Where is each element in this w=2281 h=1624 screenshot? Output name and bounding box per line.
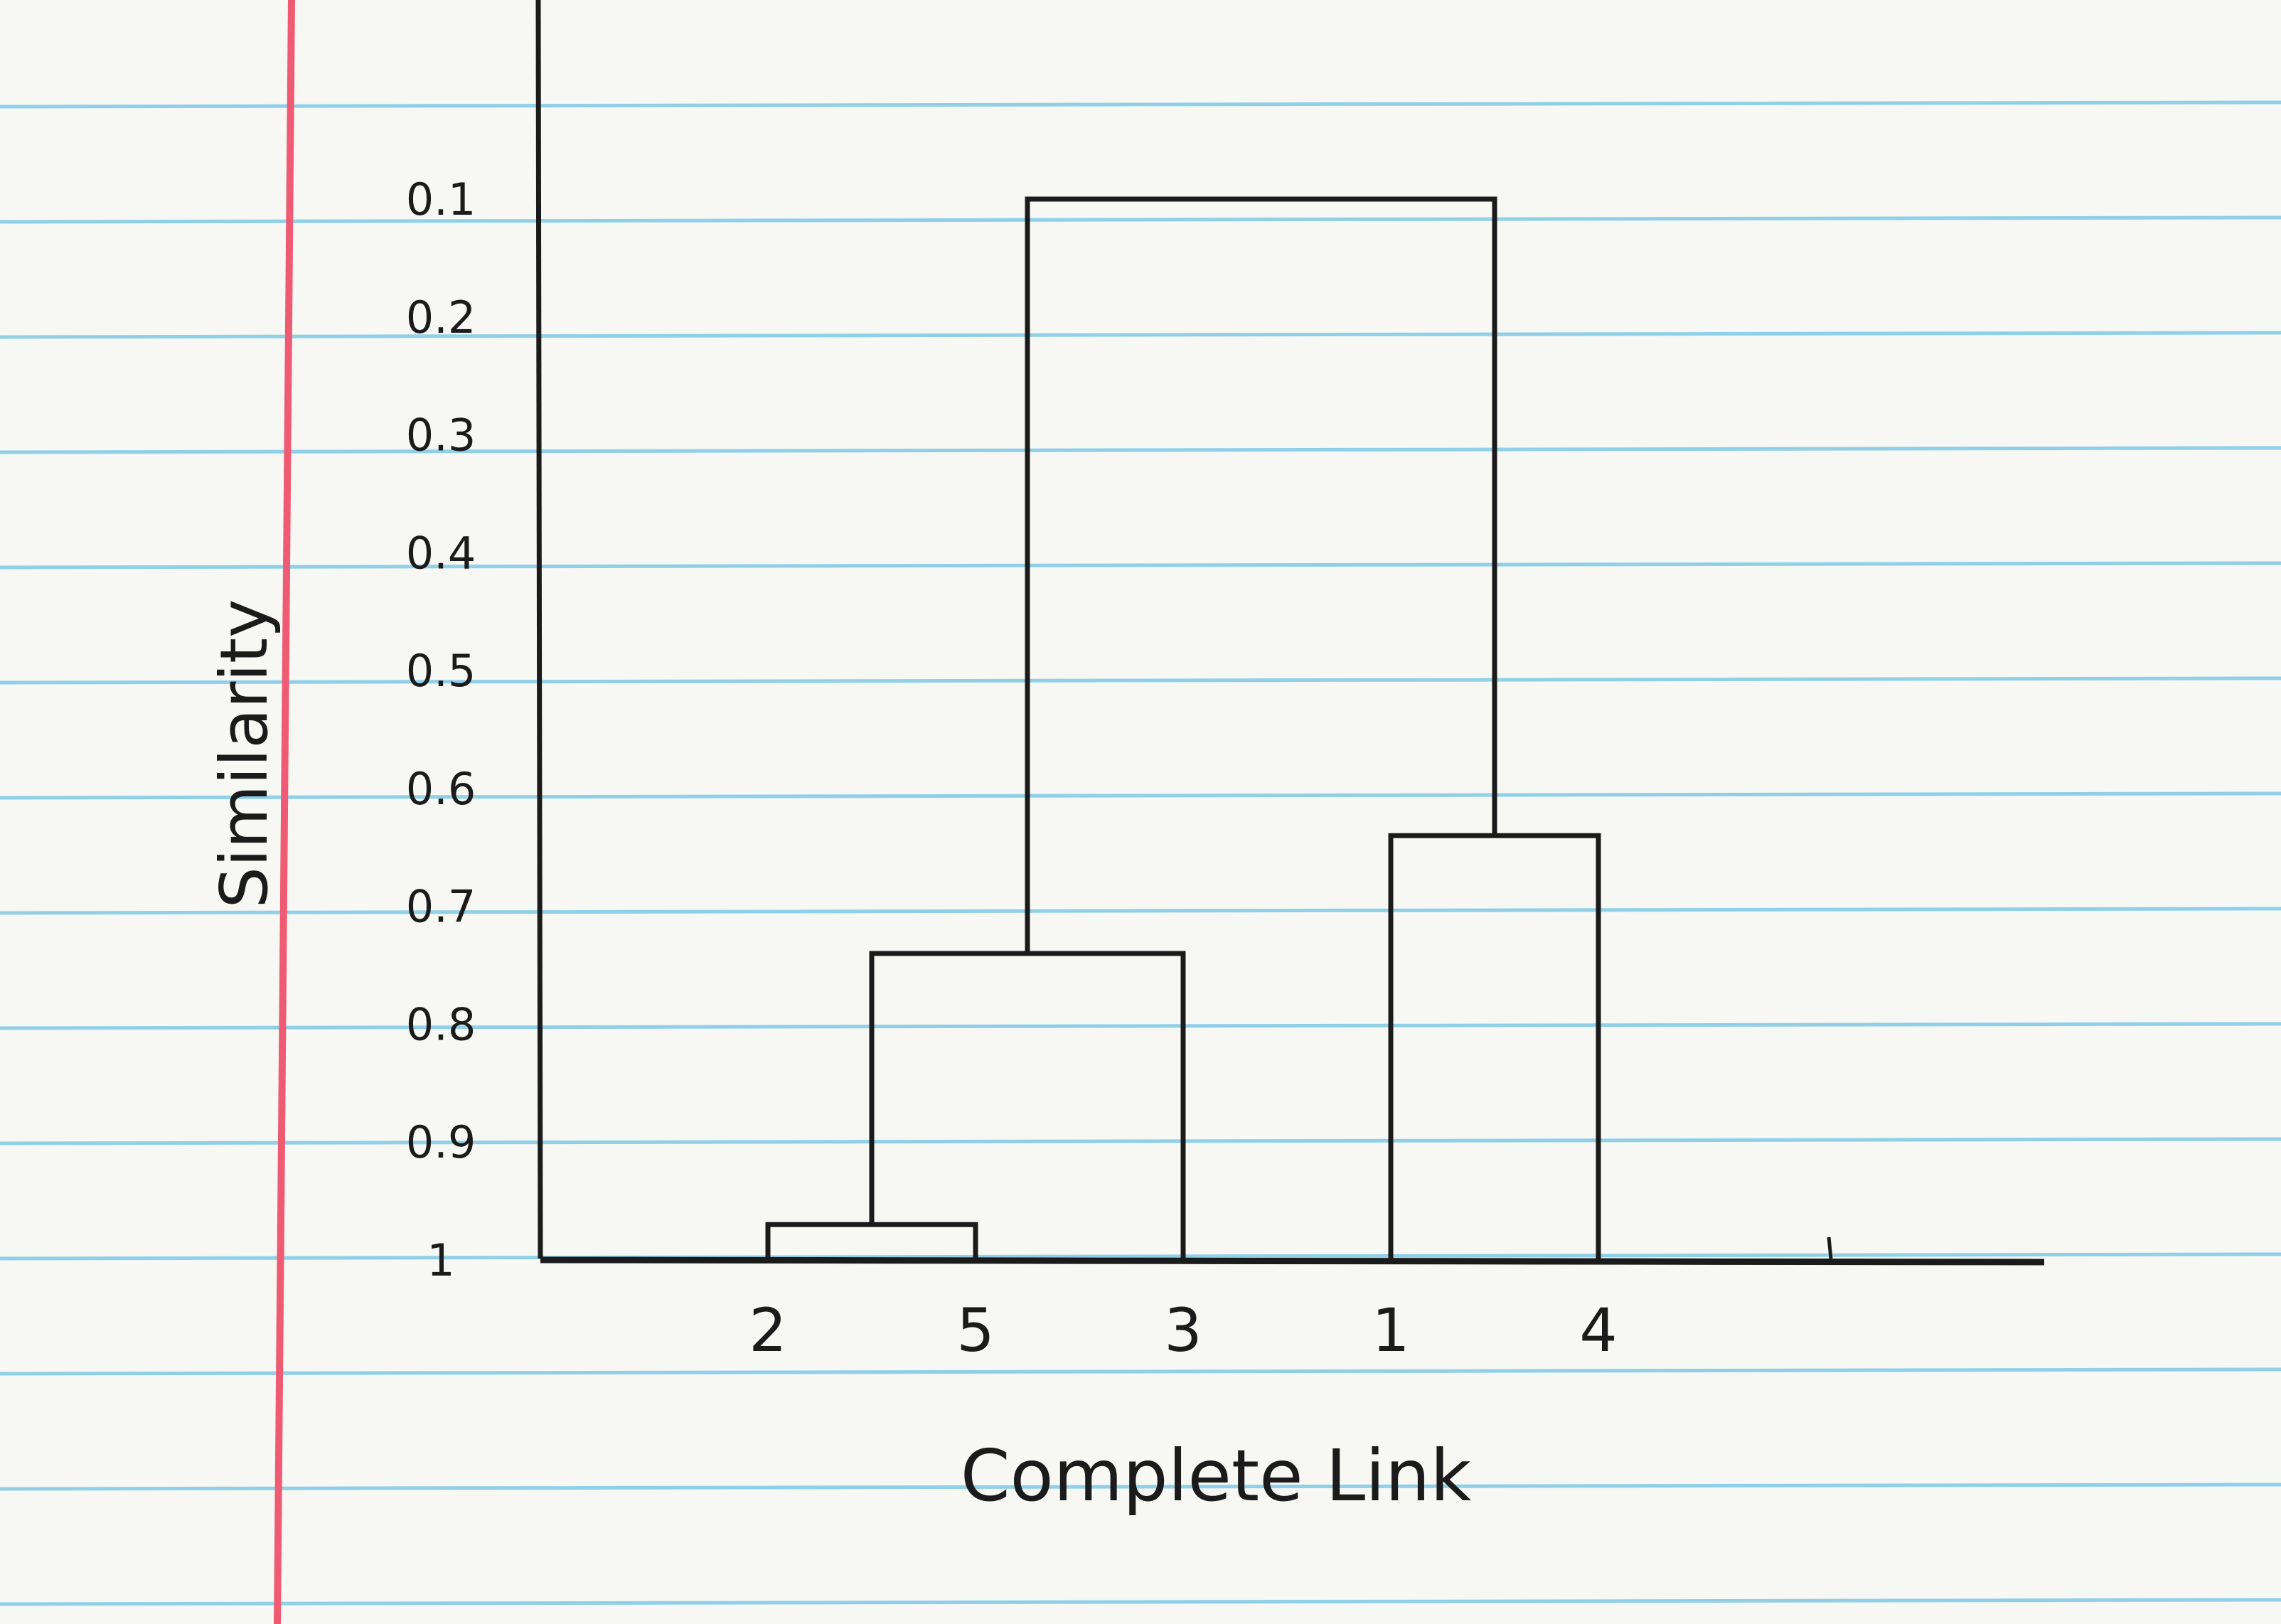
dendrogram-link-2 [1388,833,1601,1260]
ruled-line-6 [0,791,2281,800]
dendrogram-link-0 [765,1222,978,1260]
leaf-label: 3 [1164,1296,1202,1365]
ruled-line-8 [0,1022,2281,1030]
y-axis-label: Similarity [206,599,282,909]
leaf-label: 2 [749,1296,786,1365]
leaf-label: 5 [956,1296,994,1365]
y-tick-label: 0.7 [406,881,476,933]
ruled-lines [0,100,2281,1606]
y-tick-label: 0.9 [406,1116,476,1168]
y-axis-line [535,0,543,1259]
dendrogram-links [765,196,1601,1260]
ruled-line-12 [0,1483,2281,1491]
ruled-line-13 [0,1598,2281,1606]
y-tick-label: 1 [427,1234,454,1286]
ruled-line-3 [0,446,2281,454]
ruled-line-2 [0,331,2281,339]
ruled-line-9 [0,1137,2281,1145]
ruled-line-11 [0,1367,2281,1376]
y-tick-label: 0.5 [406,645,476,697]
y-tick-labels: 0.1 0.2 0.3 0.4 0.5 0.6 0.7 0.8 0.9 1 [406,173,476,1286]
x-axis-label: Complete Link [961,1434,1472,1517]
ruled-line-0 [0,100,2281,109]
ruled-line-1 [0,215,2281,224]
ruled-line-5 [0,676,2281,685]
leaf-label: 1 [1372,1296,1409,1365]
x-axis-end-tick [1827,1236,1833,1259]
y-tick-label: 0.6 [406,763,476,815]
dendrogram-chart: 0.1 0.2 0.3 0.4 0.5 0.6 0.7 0.8 0.9 1 2 5 3 1 4 Simil… [206,0,2045,1517]
y-tick-label: 0.4 [406,527,476,579]
margin-line [274,0,295,1624]
dendrogram-link-1 [869,951,1186,1260]
y-tick-label: 0.8 [406,998,476,1050]
leaf-label: 4 [1579,1296,1617,1365]
leaf-labels: 2 5 3 1 4 [749,1296,1617,1365]
ruled-line-4 [0,561,2281,570]
ruled-line-10 [0,1252,2281,1261]
ruled-line-7 [0,907,2281,915]
x-axis-line [540,1256,2045,1266]
dendrogram-link-3 [1025,196,1497,953]
y-tick-label: 0.2 [406,292,476,343]
y-tick-label: 0.3 [406,410,476,461]
y-tick-label: 0.1 [406,173,476,225]
